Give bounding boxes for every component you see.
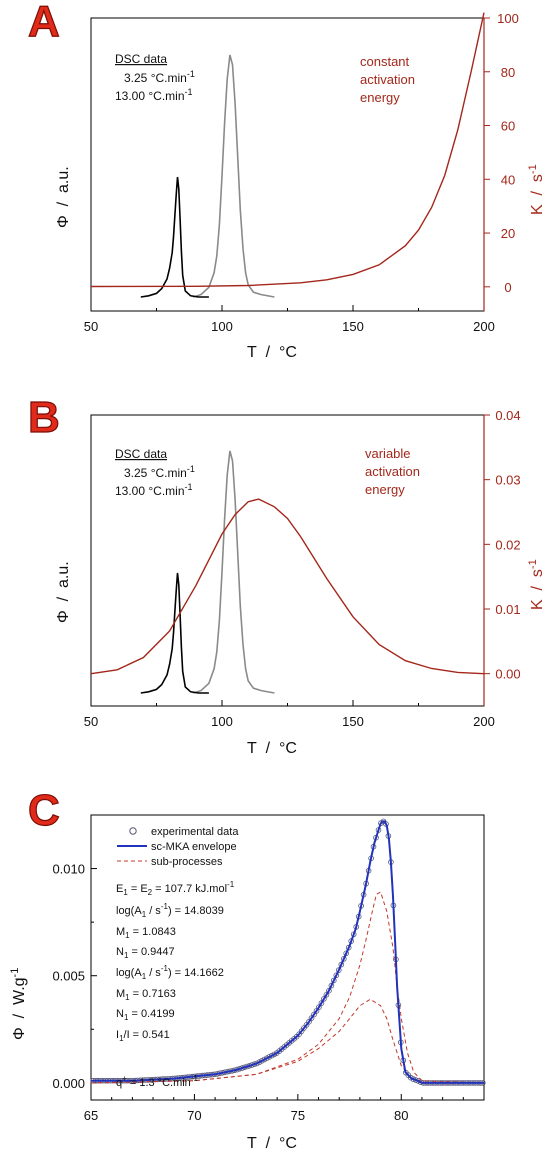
series-13-00-a (192, 54, 275, 298)
x-tick-label-a-3: 200 (473, 319, 495, 334)
y2-tick-label-a-5: 100 (497, 11, 519, 26)
legend-b: DSC data 3.25 °C.min-1 13.00 °C.min-1 (115, 447, 195, 498)
annotation-a-line-2: energy (360, 90, 400, 105)
xlabel-b: T / °C (247, 740, 297, 757)
curves-b (90, 450, 485, 694)
ticks-c: 65 70 75 80 0.000 0.005 0.010 (52, 862, 485, 1123)
legend-item-b-1: 13.00 °C.min-1 (115, 482, 193, 498)
plot-frame-c (90, 814, 485, 1101)
series-rate-constant-a (90, 12, 485, 288)
legend-marker-experimental-data (129, 827, 137, 835)
param-2: M1 = 1.0843 (116, 926, 176, 940)
curves-a (90, 12, 485, 298)
x-tick-label-a-0: 50 (84, 319, 98, 334)
panel-b: B 50 100 150 200 0.00 0.01 0.02 0.03 0.04 T / °C… (27, 392, 546, 757)
panel-a: A 50 100 150 200 0 20 40 60 80 100 T / °C Φ / a.u… (27, 0, 546, 361)
exp-point (321, 996, 327, 1002)
annotation-b-line-0: variable (365, 446, 411, 461)
panel-letter-b: B (28, 393, 60, 442)
x-tick-label-b-3: 200 (473, 714, 495, 729)
legend-label-experimental-data: experimental data (151, 826, 239, 838)
xlabel-c: T / °C (247, 1135, 297, 1152)
y2-tick-label-a-3: 60 (501, 119, 515, 134)
ylabel-c: Φ / W.g-1 (9, 968, 28, 1040)
rate-label-c: q+ = 1.3 °C.min-1 (116, 1074, 198, 1089)
curves-c (90, 818, 486, 1086)
y-tick-label-c-2: 0.010 (52, 862, 85, 877)
sub-process-2 (90, 891, 485, 1084)
panel-letter-a: A (28, 0, 60, 46)
param-1: log(A1 / s-1) = 14.8039 (116, 902, 224, 919)
annotation-a-line-1: activation (360, 72, 415, 87)
param-6: N1 = 0.4199 (116, 1008, 175, 1022)
annotation-b-line-2: energy (365, 482, 405, 497)
y-tick-label-c-0: 0.000 (52, 1076, 85, 1091)
legend-label-envelope: sc-MKA envelope (151, 841, 237, 853)
y2label-a: K / s-1 (527, 164, 546, 215)
y2-tick-label-b-2: 0.02 (495, 537, 520, 552)
ylabel-b: Φ / a.u. (55, 561, 72, 623)
y2-tick-label-b-3: 0.03 (495, 473, 520, 488)
param-7: I1/I = 0.541 (116, 1029, 170, 1043)
y2-tick-label-a-4: 80 (501, 65, 515, 80)
sc-mka-envelope (91, 820, 484, 1084)
ticks-b: 50 100 150 200 0.00 0.01 0.02 0.03 0.04 (84, 408, 521, 729)
exp-point (333, 972, 340, 979)
y2-tick-label-a-0: 0 (504, 280, 511, 295)
exp-point (326, 987, 332, 994)
series-rate-constant-b (90, 498, 485, 675)
panel-c: C 65 70 75 80 0.000 0.005 0.010 T / °C Φ / W.g… (9, 785, 486, 1152)
legend-item-a-0: 3.25 °C.min-1 (124, 69, 195, 85)
x-tick-label-c-0: 65 (84, 1108, 98, 1123)
x-tick-label-b-0: 50 (84, 714, 98, 729)
param-4: log(A1 / s-1) = 14.1662 (116, 964, 224, 981)
x-tick-label-c-1: 70 (187, 1108, 201, 1123)
x-tick-label-b-2: 150 (342, 714, 364, 729)
x-tick-label-a-2: 150 (342, 319, 364, 334)
legend-a: DSC data 3.25 °C.min-1 13.00 °C.min-1 (115, 52, 195, 103)
series-3-25-a (140, 176, 209, 298)
legend-item-a-1: 13.00 °C.min-1 (115, 87, 193, 103)
x-tick-label-c-2: 75 (291, 1108, 305, 1123)
y2label-b: K / s-1 (527, 559, 546, 610)
param-5: M1 = 0.7163 (116, 988, 176, 1002)
y2-tick-label-b-1: 0.01 (495, 602, 520, 617)
param-3: N1 = 0.9447 (116, 946, 175, 960)
exp-point (323, 991, 330, 998)
legend-title-b: DSC data (115, 447, 167, 461)
x-tick-label-b-1: 100 (211, 714, 233, 729)
exp-point (335, 967, 342, 973)
y2-tick-label-b-4: 0.04 (495, 408, 520, 423)
param-0: E1 = E2 = 107.7 kJ.mol-1 (116, 880, 235, 897)
annotation-b: variable activation energy (365, 446, 420, 497)
y2-tick-label-b-0: 0.00 (495, 667, 520, 682)
legend-title-a: DSC data (115, 52, 167, 66)
annotation-a-line-0: constant (360, 54, 410, 69)
annotation-a: constant activation energy (360, 54, 415, 105)
params-c: E1 = E2 = 107.7 kJ.mol-1 log(A1 / s-1) =… (116, 880, 235, 1043)
legend-item-b-0: 3.25 °C.min-1 (124, 464, 195, 480)
x-tick-label-c-3: 80 (394, 1108, 408, 1123)
legend-c: experimental data sc-MKA envelope sub-pr… (117, 826, 239, 868)
series-3-25-b (140, 572, 209, 694)
annotation-b-line-1: activation (365, 464, 420, 479)
panel-letter-c: C (28, 786, 60, 835)
x-tick-label-a-1: 100 (211, 319, 233, 334)
series-13-00-b (192, 450, 275, 694)
exp-point (316, 1004, 322, 1010)
ylabel-a: Φ / a.u. (55, 166, 72, 228)
y2-tick-label-a-2: 40 (501, 172, 515, 187)
ticks-a: 50 100 150 200 0 20 40 60 80 100 (84, 11, 519, 334)
xlabel-a: T / °C (247, 344, 297, 361)
y2-tick-label-a-1: 20 (501, 226, 515, 241)
exp-point (328, 982, 335, 989)
legend-label-sub-processes: sub-processes (151, 856, 223, 868)
exp-point (318, 1000, 325, 1006)
y-tick-label-c-1: 0.005 (52, 969, 85, 984)
